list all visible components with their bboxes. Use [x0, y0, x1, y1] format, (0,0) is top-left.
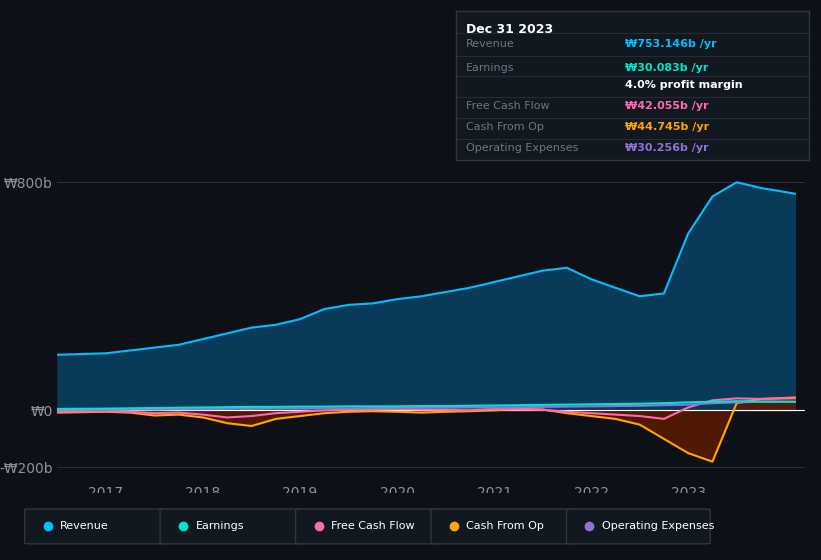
Text: Free Cash Flow: Free Cash Flow — [331, 521, 415, 531]
FancyBboxPatch shape — [431, 509, 575, 544]
Text: ₩44.745b /yr: ₩44.745b /yr — [625, 122, 709, 132]
Text: ₩753.146b /yr: ₩753.146b /yr — [625, 39, 717, 49]
Text: Operating Expenses: Operating Expenses — [466, 143, 579, 153]
FancyBboxPatch shape — [25, 509, 168, 544]
Text: Revenue: Revenue — [466, 39, 515, 49]
Text: ₩30.083b /yr: ₩30.083b /yr — [625, 63, 709, 73]
Text: ₩42.055b /yr: ₩42.055b /yr — [625, 101, 709, 111]
Text: 4.0% profit margin: 4.0% profit margin — [625, 81, 743, 90]
Text: Cash From Op: Cash From Op — [466, 122, 544, 132]
FancyBboxPatch shape — [296, 509, 439, 544]
Text: Cash From Op: Cash From Op — [466, 521, 544, 531]
Text: Earnings: Earnings — [466, 63, 515, 73]
Text: Free Cash Flow: Free Cash Flow — [466, 101, 550, 111]
Text: Earnings: Earnings — [195, 521, 244, 531]
FancyBboxPatch shape — [160, 509, 304, 544]
Text: ₩30.256b /yr: ₩30.256b /yr — [625, 143, 709, 153]
Text: Operating Expenses: Operating Expenses — [602, 521, 714, 531]
FancyBboxPatch shape — [566, 509, 710, 544]
Text: Revenue: Revenue — [60, 521, 108, 531]
Text: Dec 31 2023: Dec 31 2023 — [466, 23, 553, 36]
